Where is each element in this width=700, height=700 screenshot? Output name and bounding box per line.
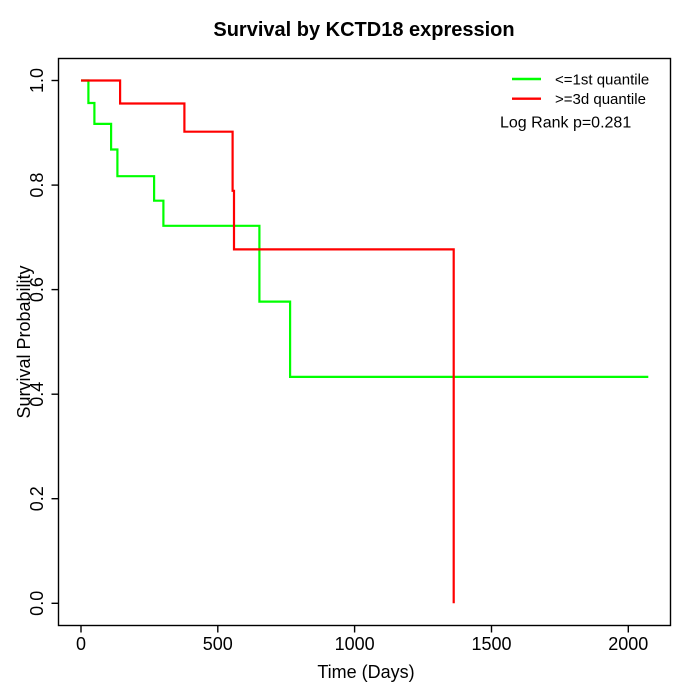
plot-frame (57, 57, 672, 627)
km-curve-ge-3rd-quantile (81, 79, 455, 604)
x-tick-label: 1500 (471, 634, 511, 654)
y-axis-ticks: 0.0 0.2 0.4 0.6 0.8 1.0 (27, 68, 59, 616)
log-rank-p-value: Log Rank p=0.281 (500, 115, 631, 132)
x-axis-ticks: 0 500 1000 1500 2000 (76, 625, 648, 654)
y-tick-label: 0.0 (27, 591, 47, 616)
x-tick-label: 1000 (335, 634, 375, 654)
y-tick-label: 0.2 (27, 486, 47, 511)
y-tick-label: 0.8 (27, 173, 47, 198)
x-tick-label: 2000 (608, 634, 648, 654)
x-axis-title: Time (Days) (317, 662, 414, 682)
y-tick-label: 0.4 (27, 382, 47, 407)
legend-label-1st-quantile: <=1st quantile (555, 72, 649, 89)
chart-title: Survival by KCTD18 expression (213, 19, 514, 41)
legend: <=1st quantile >=3d quantile Log Rank p=… (500, 72, 649, 132)
x-tick-label: 0 (76, 634, 86, 654)
y-tick-label: 0.6 (27, 277, 47, 302)
x-tick-label: 500 (203, 634, 233, 654)
legend-label-3rd-quantile: >=3d quantile (555, 91, 646, 108)
y-tick-label: 1.0 (27, 68, 47, 93)
y-axis-title: Survival Probability (14, 265, 34, 418)
km-curve-le-1st-quantile (81, 79, 649, 378)
